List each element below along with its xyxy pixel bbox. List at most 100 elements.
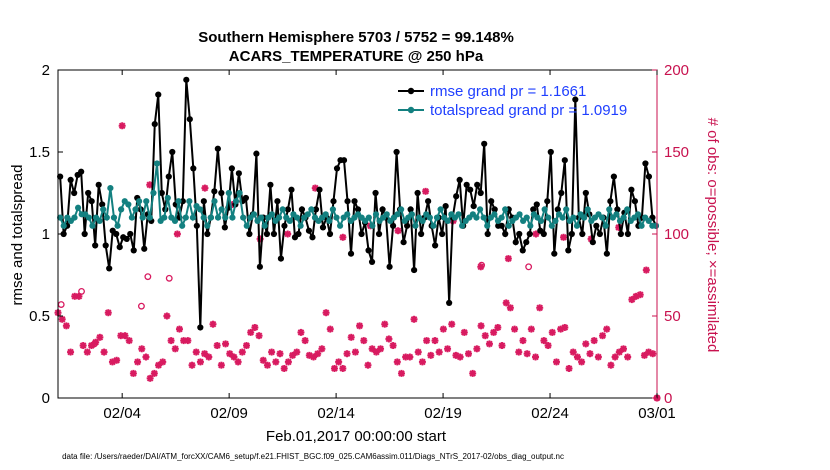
totalspread-point bbox=[541, 206, 548, 213]
obs-assimilated-point bbox=[527, 325, 535, 333]
totalspread-point bbox=[398, 206, 405, 213]
obs-assimilated-point bbox=[351, 348, 359, 356]
obs-assimilated-point bbox=[611, 353, 619, 361]
obs-assimilated-point bbox=[217, 361, 225, 369]
totalspread-point bbox=[153, 160, 161, 167]
obs-assimilated-point bbox=[385, 335, 393, 343]
totalspread-point bbox=[498, 214, 505, 221]
obs-assimilated-point bbox=[368, 345, 376, 353]
totalspread-point bbox=[527, 222, 534, 229]
obs-assimilated-point bbox=[314, 350, 322, 358]
rmse-point bbox=[347, 250, 355, 257]
totalspread-point bbox=[232, 198, 240, 205]
obs-assimilated-point bbox=[548, 328, 556, 336]
totalspread-point bbox=[372, 211, 380, 218]
totalspread-point bbox=[132, 206, 139, 213]
obs-assimilated-point bbox=[138, 345, 146, 353]
totalspread-point bbox=[326, 217, 333, 224]
rmse-point bbox=[572, 96, 579, 103]
rmse-point bbox=[533, 201, 540, 208]
obs-assimilated-point bbox=[435, 348, 443, 356]
obs-assimilated-point bbox=[603, 325, 611, 333]
obs-assimilated-point bbox=[134, 358, 142, 366]
x-tick-label: 02/09 bbox=[210, 405, 248, 422]
rmse-point bbox=[295, 230, 302, 238]
obs-assimilated-point bbox=[481, 332, 489, 340]
obs-assimilated-point bbox=[511, 325, 519, 333]
rmse-point bbox=[617, 230, 624, 238]
totalspread-point bbox=[523, 214, 530, 221]
totalspread-point bbox=[570, 214, 577, 221]
rmse-point bbox=[607, 198, 614, 205]
rmse-point bbox=[298, 206, 306, 213]
obs-assimilated-point-high bbox=[642, 266, 650, 274]
totalspread-point bbox=[459, 222, 466, 229]
legend-spread-label: totalspread grand pr = 1.0919 bbox=[430, 102, 627, 119]
rmse-point bbox=[67, 176, 74, 183]
totalspread-point bbox=[139, 214, 146, 221]
totalspread-point bbox=[279, 206, 286, 213]
obs-assimilated-point bbox=[343, 350, 351, 358]
rmse-point bbox=[85, 189, 92, 197]
rmse-point bbox=[246, 230, 253, 238]
obs-assimilated-point bbox=[238, 348, 246, 356]
totalspread-point bbox=[189, 214, 197, 221]
rmse-point bbox=[281, 222, 288, 229]
rmse-point bbox=[558, 189, 565, 197]
obs-assimilated-point bbox=[322, 309, 330, 317]
rmse-point bbox=[319, 224, 327, 231]
totalspread-point bbox=[218, 206, 225, 213]
obs-assimilated-point bbox=[293, 348, 301, 356]
totalspread-point bbox=[606, 206, 613, 213]
rmse-point bbox=[418, 230, 425, 238]
obs-assimilated-point bbox=[640, 351, 648, 359]
rmse-point bbox=[596, 230, 603, 238]
obs-assimilated-point bbox=[171, 345, 179, 353]
obs-assimilated-point-high bbox=[339, 233, 347, 241]
totalspread-point bbox=[412, 222, 419, 229]
totalspread-point bbox=[365, 214, 372, 221]
totalspread-point bbox=[268, 211, 275, 218]
totalspread-point bbox=[182, 214, 189, 221]
obs-assimilated-point bbox=[582, 340, 590, 348]
rmse-point bbox=[81, 230, 88, 238]
totalspread-point bbox=[146, 214, 153, 221]
obs-assimilated-point bbox=[175, 325, 183, 333]
rmse-point bbox=[379, 206, 386, 213]
obs-assimilated-point bbox=[607, 361, 615, 369]
totalspread-point bbox=[491, 211, 498, 218]
obs-assimilated-point-high bbox=[173, 230, 181, 238]
obs-possible-point bbox=[90, 340, 98, 348]
rmse-point bbox=[256, 263, 264, 270]
totalspread-point bbox=[634, 211, 642, 218]
totalspread-point bbox=[186, 198, 193, 205]
obs-assimilated-point bbox=[490, 328, 498, 336]
rmse-point bbox=[446, 299, 453, 306]
obs-assimilated-point bbox=[615, 348, 623, 356]
rmse-point bbox=[411, 266, 418, 274]
obs-assimilated-point bbox=[167, 337, 175, 345]
obs-assimilated-point bbox=[544, 342, 552, 350]
totalspread-point bbox=[480, 214, 487, 221]
rmse-point bbox=[228, 165, 235, 172]
rmse-point bbox=[368, 258, 376, 265]
totalspread-point bbox=[200, 214, 207, 221]
obs-assimilated-point bbox=[573, 353, 581, 361]
totalspread-point bbox=[275, 214, 283, 221]
rmse-point bbox=[407, 206, 414, 213]
totalspread-point bbox=[545, 214, 552, 221]
footnote: data file: /Users/raeder/DAI/ATM_forcXX/… bbox=[62, 452, 564, 461]
obs-assimilated-point bbox=[469, 369, 477, 377]
rmse-point bbox=[267, 181, 274, 188]
obs-assimilated-point bbox=[58, 315, 66, 323]
rmse-point bbox=[593, 222, 600, 229]
totalspread-point bbox=[114, 222, 121, 229]
totalspread-point bbox=[329, 206, 337, 213]
totalspread-point bbox=[297, 222, 304, 229]
totalspread-point bbox=[240, 214, 247, 221]
obs-assimilated-point bbox=[456, 353, 464, 361]
rmse-point bbox=[502, 230, 509, 238]
obs-assimilated-point bbox=[431, 337, 439, 345]
totalspread-point bbox=[118, 206, 125, 213]
obs-assimilated-point bbox=[184, 337, 192, 345]
